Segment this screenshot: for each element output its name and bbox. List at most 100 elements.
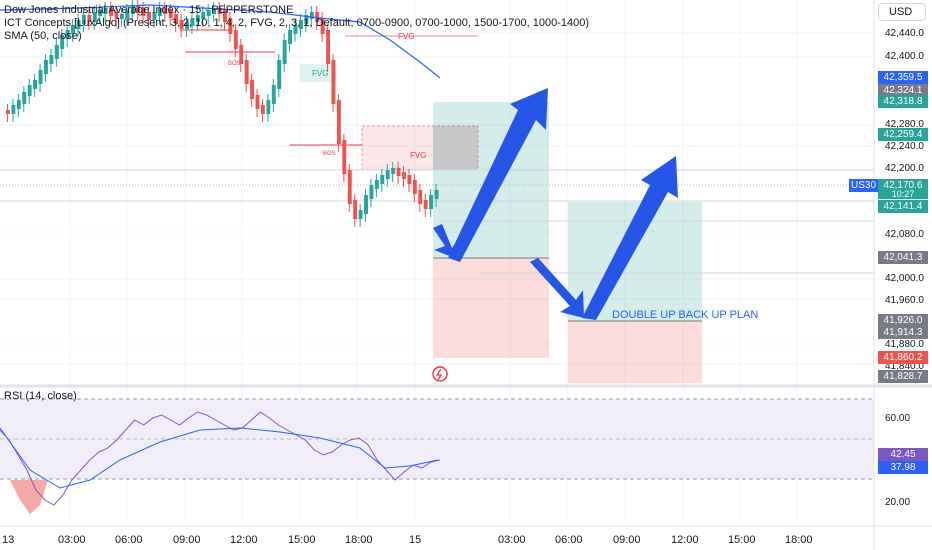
candle-body [22, 92, 27, 104]
candle-body [71, 25, 76, 34]
candle-body [92, 12, 97, 22]
price-tick: 42,240.0 [885, 141, 924, 152]
indicator-sma-label[interactable]: SMA (50, close) [4, 30, 82, 42]
time-tick: 09:00 [613, 534, 641, 546]
price-tick: 42,280.0 [885, 119, 924, 130]
candle-body [174, 14, 179, 24]
candle-body [326, 30, 330, 64]
candle-body [206, 10, 211, 16]
time-tick: 09:00 [173, 534, 201, 546]
candle-body [98, 10, 103, 16]
price-badge: 42,041.3 [878, 251, 928, 264]
candle-body [212, 8, 217, 14]
bar-countdown: 10:27 [878, 189, 928, 199]
time-tick: 03:00 [58, 534, 86, 546]
rsi-title[interactable]: RSI (14, close) [4, 390, 77, 402]
candle-body [190, 18, 195, 26]
candle-body [119, 14, 124, 19]
price-tick: 42,200.0 [885, 163, 924, 174]
rsi-tick: 20.00 [885, 497, 911, 508]
rsi-oversold-fill [10, 480, 48, 514]
candle-body [282, 40, 287, 64]
time-tick: 18:00 [785, 534, 813, 546]
price-badge: 41,860.2 [878, 351, 928, 364]
arrow-down-1 [433, 224, 460, 258]
time-tick: 06:00 [555, 534, 583, 546]
green-fvg-box [300, 64, 336, 82]
indicator-ict-label[interactable]: ICT Concepts [LuxAlgo] (Present, 3, 2, 1… [4, 17, 590, 29]
candle-body [16, 100, 21, 109]
price-tick: 41,960.0 [885, 295, 924, 306]
candle-body [342, 140, 347, 174]
candle-body [217, 8, 222, 14]
candle-body [391, 168, 396, 174]
candle-body [87, 15, 92, 22]
chart-title: Dow Jones Industrial Average Index · 15 … [4, 4, 294, 16]
arrow-up-2 [582, 156, 678, 320]
candle-body [168, 10, 173, 18]
candle-body [293, 25, 298, 34]
time-tick: 03:00 [498, 534, 526, 546]
candle-body [152, 12, 157, 20]
candle-body [364, 195, 368, 214]
candle-body [228, 18, 233, 34]
arrow-down-2 [530, 258, 584, 318]
candle-body [201, 12, 206, 19]
price-tick: 41,880.0 [885, 339, 924, 350]
candle-body [147, 12, 151, 20]
candle-body [385, 170, 390, 179]
candle-body [27, 85, 32, 96]
long-stop-zone-1 [433, 258, 549, 358]
price-tick: 42,400.0 [885, 51, 924, 62]
candle-body [418, 190, 423, 204]
price-badge: 42,359.5 [878, 71, 928, 84]
price-badge: 42,141.4 [878, 200, 928, 213]
candle-body [434, 190, 439, 199]
candle-body [250, 80, 255, 99]
candle-body [277, 60, 282, 89]
candle-body [304, 15, 309, 24]
rsi-value-badge: 42.45 [878, 448, 928, 461]
long-stop-zone-2 [568, 321, 702, 383]
candle-body [38, 70, 43, 84]
candle-body [109, 8, 113, 16]
candle-body [195, 15, 200, 22]
candle-body [239, 45, 244, 64]
candle-body [380, 175, 385, 184]
candle-body [157, 8, 162, 16]
candle-body [233, 30, 238, 49]
price-badge: 41,914.3 [878, 326, 928, 339]
price-badge: 41,828.7 [878, 370, 928, 383]
candle-body [76, 20, 81, 29]
bos-label: BOS [228, 61, 241, 67]
candle-body [130, 5, 135, 14]
candle-body [103, 8, 108, 14]
candle-body [60, 35, 65, 49]
time-tick: 15 [409, 534, 422, 546]
price-tick: 41,840.0 [885, 361, 924, 372]
candle-body [81, 15, 86, 24]
candle-body [244, 60, 249, 84]
candle-body [136, 5, 141, 12]
time-tick: 18:00 [345, 534, 373, 546]
candle-body [298, 20, 303, 29]
price-tick: 42,440.0 [885, 28, 924, 39]
candle-body [309, 12, 314, 19]
time-tick: 15:00 [728, 534, 756, 546]
candle-body [358, 210, 363, 219]
candle-body [331, 60, 336, 104]
plan-annotation[interactable]: DOUBLE UP BACK UP PLAN [612, 309, 759, 321]
candle-body [49, 55, 54, 64]
fvg-label: FVG [398, 32, 415, 41]
candle-body [407, 175, 412, 184]
price-tick: 42,000.0 [885, 273, 924, 284]
currency-button[interactable]: USD [878, 3, 926, 21]
candle-body [260, 105, 265, 114]
candle-body [423, 200, 428, 209]
price-badge: 42,324.1 [878, 84, 928, 97]
candle-body [11, 105, 16, 114]
time-tick: 13 [2, 534, 15, 546]
candle-body [163, 8, 168, 14]
price-tick: 42,080.0 [885, 229, 924, 240]
